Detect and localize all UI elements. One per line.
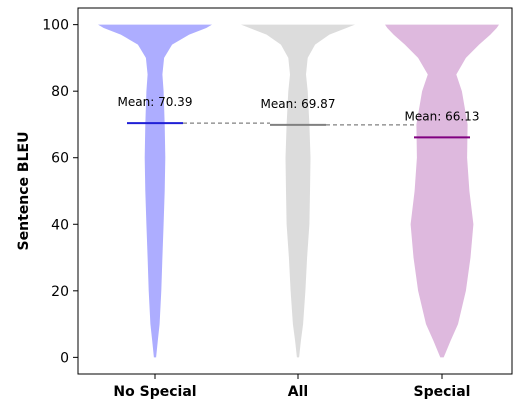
y-tick-label-20: 20 xyxy=(51,284,69,300)
mean-label-all: Mean: 69.87 xyxy=(261,97,336,111)
plot-frame xyxy=(77,7,513,375)
y-tick-label-0: 0 xyxy=(60,350,69,366)
x-axis: No Special All Special xyxy=(113,374,470,400)
violin-special xyxy=(385,24,499,358)
mean-connector-layer xyxy=(183,122,414,126)
mean-labels-layer: Mean: 70.39 Mean: 69.87 Mean: 66.13 xyxy=(118,95,480,123)
mean-label-no-special: Mean: 70.39 xyxy=(118,95,193,109)
mean-label-special: Mean: 66.13 xyxy=(405,109,480,123)
x-tick-label-no-special: No Special xyxy=(113,384,196,400)
violin-no-special xyxy=(98,24,212,358)
y-tick-label-80: 80 xyxy=(51,84,69,100)
y-tick-label-100: 100 xyxy=(42,18,69,34)
y-tick-label-40: 40 xyxy=(51,217,69,233)
y-axis: 0 20 40 60 80 100 xyxy=(42,18,78,366)
x-tick-label-special: Special xyxy=(414,384,471,400)
y-tick-label-60: 60 xyxy=(51,151,69,167)
violin-all xyxy=(241,24,355,358)
y-axis-label: Sentence BLEU xyxy=(16,132,32,251)
violins-layer xyxy=(98,24,499,358)
mean-lines-layer xyxy=(127,122,470,139)
x-tick-label-all: All xyxy=(288,384,308,400)
